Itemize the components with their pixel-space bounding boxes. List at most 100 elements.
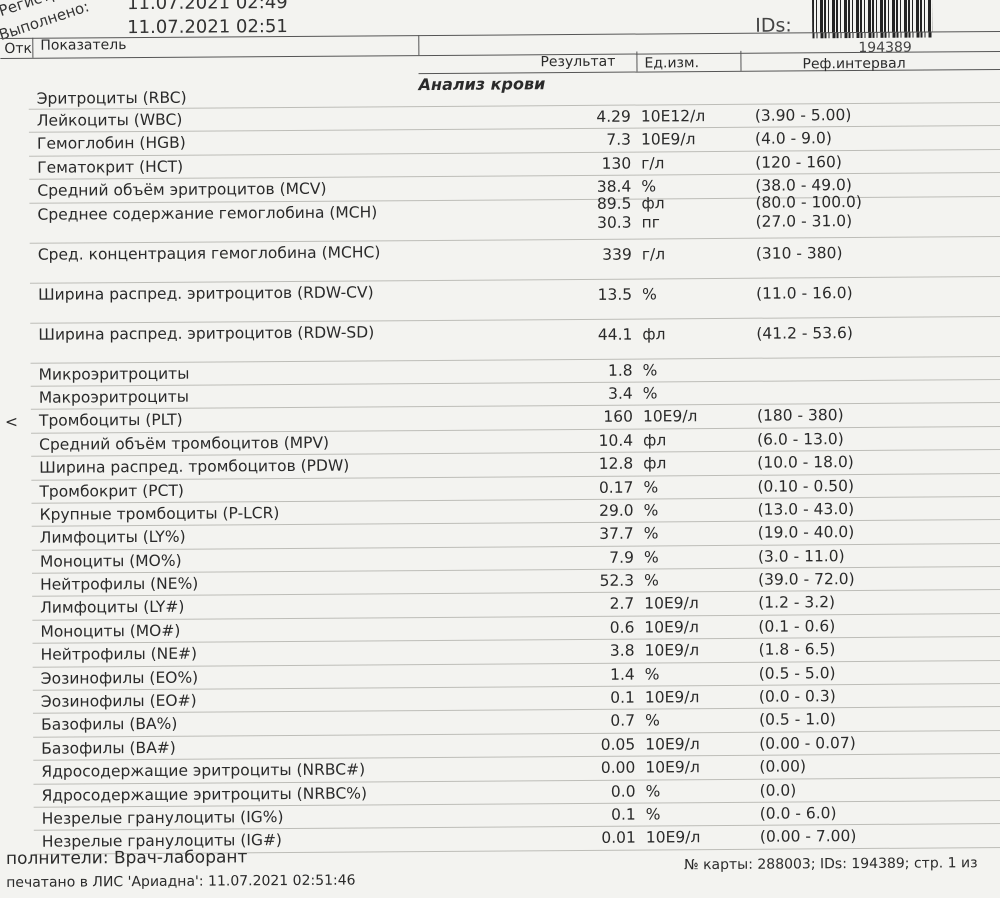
reference-range: (3.0 - 11.0) xyxy=(757,546,845,566)
result-value: 130 xyxy=(601,154,632,173)
result-value: 1.8 xyxy=(607,361,633,380)
result-value: 0.6 xyxy=(609,618,635,637)
reference-range: (6.0 - 13.0) xyxy=(757,429,844,449)
unit: % xyxy=(642,384,658,403)
unit: фл xyxy=(641,193,665,213)
unit: 10E9/л xyxy=(644,688,700,707)
table-header: Отк Показатель Результат Ед.изм. Реф.инт… xyxy=(0,31,1000,78)
unit: 10E9/л xyxy=(644,641,700,660)
col-result: Результат xyxy=(540,53,616,71)
reference-range: (4.0 - 9.0) xyxy=(754,129,832,149)
unit: 10E9/л xyxy=(644,617,699,637)
result-value: 44.1 xyxy=(597,325,633,344)
reference-range: (0.0) xyxy=(759,781,797,800)
table-row: Ширина распред. эритроцитов (RDW-CV) 13.5… xyxy=(29,276,1000,324)
result-value: 29.0 xyxy=(599,501,634,520)
result-value: 37.7 xyxy=(599,524,634,544)
result-value: 0.17 xyxy=(598,478,634,497)
unit: пг xyxy=(641,212,660,232)
table-row: Сред. концентрация гемоглобина (MCHC) 339… xyxy=(29,236,1000,284)
reference-range: (0.5 - 5.0) xyxy=(758,663,836,683)
result-value: 0.00 xyxy=(600,758,636,778)
performers: полнители: Врач-лаборант xyxy=(5,847,248,869)
result-value: 339 xyxy=(602,245,632,264)
unit: % xyxy=(642,360,658,380)
unit: % xyxy=(643,477,659,497)
unit: % xyxy=(644,711,660,730)
unit: фл xyxy=(642,324,666,344)
table-row: Среднее содержание гемоглобина (MCH) 89.5… xyxy=(29,193,1000,244)
reference-range: (41.2 - 53.6) xyxy=(756,323,853,343)
completed-date: 11.07.2021 02:51 xyxy=(127,15,288,39)
result-value: 12.8 xyxy=(598,454,634,473)
printed-info: печатано в ЛИС 'Ариадна': 11.07.2021 02:… xyxy=(6,872,356,891)
unit: % xyxy=(644,665,660,684)
unit: 10E9/л xyxy=(640,130,696,149)
reference-range: (180 - 380) xyxy=(756,406,844,426)
result-value: 0.7 xyxy=(610,712,636,731)
reference-range: (80.0 - 100.0) xyxy=(755,192,862,212)
reference-range: (310 - 380) xyxy=(755,243,843,263)
unit: 10E9/л xyxy=(642,407,698,426)
result-value: 13.5 xyxy=(597,285,633,304)
col-ref: Реф.интервал xyxy=(802,55,906,73)
result-value: 2.7 xyxy=(609,595,635,614)
reference-range: (0.00) xyxy=(759,757,807,776)
reference-range: (0.0 - 0.3) xyxy=(758,687,836,706)
reference-range: (3.90 - 5.00) xyxy=(754,106,852,125)
result-value: 3.4 xyxy=(608,384,633,403)
reference-range: (1.2 - 3.2) xyxy=(758,593,836,613)
unit: % xyxy=(645,782,661,801)
result-value: 0.1 xyxy=(610,805,636,824)
parameter-name: Эритроциты (RBC) xyxy=(36,88,187,108)
reference-range: (13.0 - 43.0) xyxy=(757,499,855,519)
result-value: 160 xyxy=(603,407,633,427)
reference-range: (19.0 - 40.0) xyxy=(757,523,855,543)
unit: % xyxy=(643,524,659,543)
reference-range: (0.5 - 1.0) xyxy=(758,710,836,730)
table-row: Ширина распред. эритроцитов (RDW-SD) 44.1… xyxy=(30,316,1000,364)
result-value: 10.4 xyxy=(598,431,634,450)
result-value: 0.01 xyxy=(601,828,636,848)
unit: фл xyxy=(643,454,667,473)
unit: % xyxy=(643,501,659,520)
reference-range: (0.1 - 0.6) xyxy=(758,617,836,636)
result-value: 0.1 xyxy=(610,688,635,707)
reference-range: (0.00 - 7.00) xyxy=(759,827,857,847)
results-table: Эритроциты (RBC) Лейкоциты (WBC) 4.29 10E12… xyxy=(1,81,1000,855)
unit: фл xyxy=(643,431,667,450)
reference-range: (0.0 - 6.0) xyxy=(759,804,837,823)
unit: % xyxy=(641,177,657,196)
reference-range: (120 - 160) xyxy=(755,152,842,172)
reference-range: (0.10 - 0.50) xyxy=(757,476,855,496)
reference-range: (10.0 - 18.0) xyxy=(757,453,854,472)
registration-date: 11.07.2021 02:49 xyxy=(126,0,288,15)
result-value: 30.3 xyxy=(596,213,632,232)
unit: % xyxy=(644,571,659,590)
unit: г/л xyxy=(641,244,666,264)
unit: 10E9/л xyxy=(645,758,700,777)
unit: 10E12/л xyxy=(640,107,706,126)
col-name: Показатель xyxy=(40,37,127,54)
reference-range: (1.8 - 6.5) xyxy=(758,640,836,659)
col-unit: Ед.изм. xyxy=(644,55,700,72)
result-value: 52.3 xyxy=(599,571,635,590)
result-value: 0.0 xyxy=(610,782,636,801)
unit: % xyxy=(643,548,659,567)
result-value: 0.05 xyxy=(600,735,636,754)
flag: < xyxy=(4,413,19,432)
reference-range: (0.00 - 0.07) xyxy=(759,733,856,753)
unit: % xyxy=(645,805,661,824)
unit: 10E9/л xyxy=(645,734,700,754)
col-flag: Отк xyxy=(4,40,33,57)
card-info: № карты: 288003; IDs: 194389; стр. 1 из xyxy=(684,855,978,874)
reference-range: (27.0 - 31.0) xyxy=(755,211,853,231)
result-value: 7.9 xyxy=(609,548,634,567)
result-value: 89.5 xyxy=(596,194,632,213)
unit: 10E9/л xyxy=(645,828,701,847)
reference-range: (39.0 - 72.0) xyxy=(758,570,855,589)
reference-range: (11.0 - 16.0) xyxy=(756,283,853,303)
result-value: 7.3 xyxy=(606,130,632,150)
result-value: 4.29 xyxy=(596,107,631,126)
